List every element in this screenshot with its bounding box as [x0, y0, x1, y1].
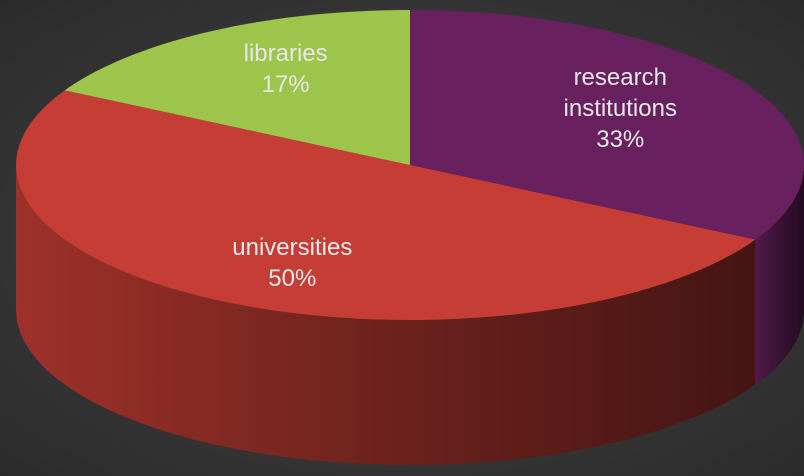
slice — [64, 10, 410, 165]
slice-side — [16, 165, 756, 465]
slice — [410, 10, 804, 240]
category-label: research institutions — [563, 63, 677, 122]
category-label: libraries — [243, 39, 328, 67]
slice-label: research institutions 33% — [530, 62, 710, 155]
slice-side — [755, 165, 804, 385]
slice-label: universities 50% — [202, 232, 382, 294]
slice-label: libraries 17% — [196, 38, 376, 100]
value-label: 17% — [261, 70, 310, 98]
slice — [16, 90, 756, 320]
category-label: universities — [232, 233, 353, 261]
value-label: 50% — [268, 264, 317, 292]
value-label: 33% — [596, 125, 645, 153]
